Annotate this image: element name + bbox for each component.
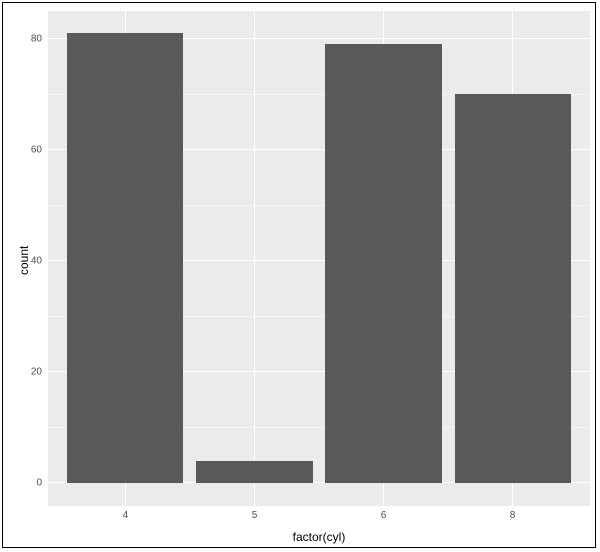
bar <box>325 44 441 482</box>
bar <box>67 33 183 482</box>
y-axis-label: count <box>17 246 31 275</box>
chart-frame: count factor(cyl) 0204060804568 <box>2 2 596 548</box>
x-axis-label: factor(cyl) <box>293 530 346 544</box>
x-tick-label: 6 <box>381 510 387 521</box>
grid-v-major <box>254 11 255 506</box>
y-tick-label: 60 <box>31 144 42 155</box>
y-tick-label: 20 <box>31 366 42 377</box>
y-tick-label: 0 <box>36 477 42 488</box>
x-tick-label: 8 <box>510 510 516 521</box>
x-tick-label: 5 <box>252 510 258 521</box>
y-tick-label: 40 <box>31 255 42 266</box>
plot-panel: 0204060804568 <box>48 11 590 506</box>
bar <box>455 94 571 482</box>
y-tick-label: 80 <box>31 33 42 44</box>
bar <box>196 461 312 483</box>
x-tick-label: 4 <box>123 510 129 521</box>
